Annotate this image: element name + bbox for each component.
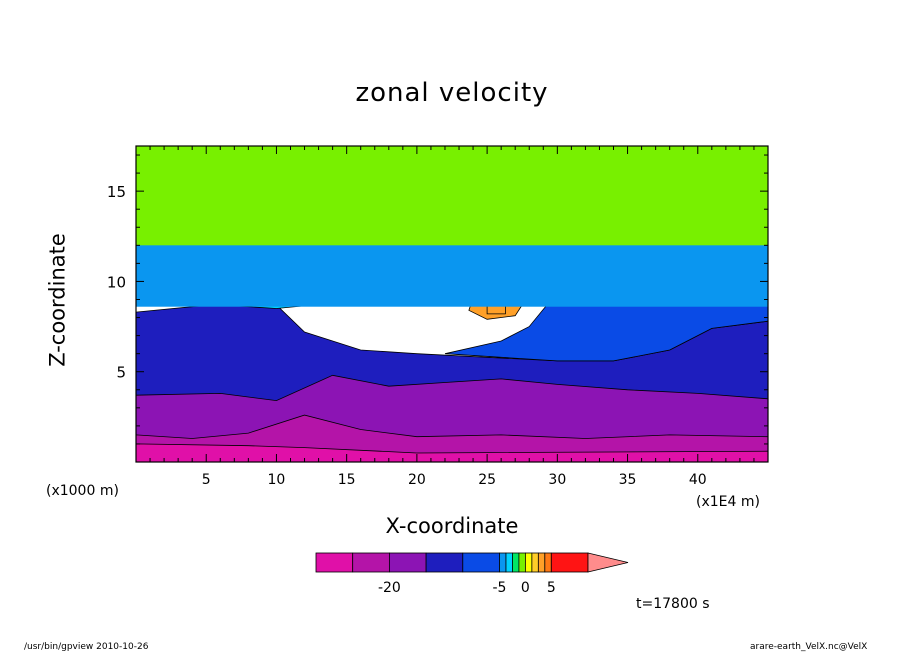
- y-axis-label: Z-coordinate: [45, 233, 70, 367]
- x-tick-label: 10: [268, 472, 286, 488]
- x-axis-label: X-coordinate: [385, 514, 519, 538]
- colorbar-cell: [352, 552, 390, 573]
- colorbar-tick-label: -20: [378, 580, 401, 596]
- x-unit-label: (x1000 m): [46, 483, 119, 499]
- colorbar-cell: [499, 552, 507, 573]
- colorbar-cell: [388, 552, 427, 573]
- x-scale-note: (x1E4 m): [696, 494, 760, 510]
- colorbar-cell: [531, 552, 539, 573]
- time-annotation: t=17800 s: [636, 596, 710, 612]
- y-tick-label: 10: [107, 273, 126, 291]
- colorbar-tick-label: -5: [493, 580, 507, 596]
- x-tick-label: 15: [338, 472, 356, 488]
- band-mid: [136, 245, 768, 307]
- colorbar-extension: [587, 552, 629, 573]
- x-tick-label: 25: [478, 472, 496, 488]
- y-tick-label: 15: [107, 183, 126, 201]
- x-tick-label: 40: [689, 472, 707, 488]
- colorbar-cell: [425, 552, 464, 573]
- colorbar-tick-label: 5: [547, 580, 556, 596]
- x-tick-label: 30: [548, 472, 566, 488]
- colorbar-cell: [544, 552, 552, 573]
- chart-title: zonal velocity: [355, 78, 549, 108]
- colorbar-cell: [537, 552, 546, 573]
- colorbar-cell: [518, 552, 526, 573]
- plot-frame: [135, 145, 769, 463]
- band-low-3: [136, 443, 768, 462]
- footer-left: /usr/bin/gpview 2010-10-26: [24, 642, 149, 652]
- x-tick-label: 35: [619, 472, 637, 488]
- colorbar-cell: [512, 552, 520, 573]
- footer-right: arare-earth_VelX.nc@VelX: [750, 642, 868, 652]
- colorbar-cell: [462, 552, 500, 573]
- colorbar-tick-label: 0: [521, 580, 530, 596]
- colorbar-cell: [524, 552, 533, 573]
- x-tick-label: 20: [408, 472, 426, 488]
- x-tick-label: 5: [202, 472, 211, 488]
- colorbar-cell: [550, 552, 589, 573]
- y-tick-label: 5: [116, 364, 126, 382]
- colorbar-cell: [505, 552, 513, 573]
- colorbar-cell: [315, 552, 354, 573]
